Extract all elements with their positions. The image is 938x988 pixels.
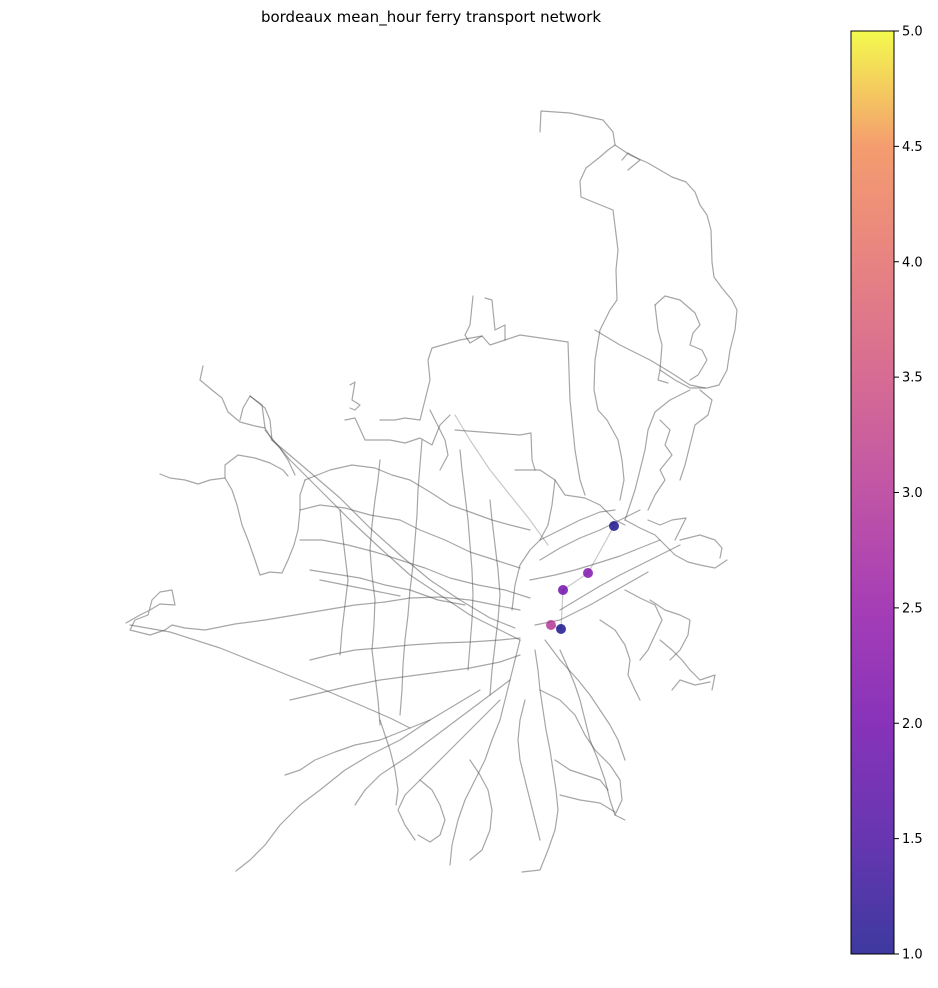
network-edge <box>671 679 711 691</box>
colorbar-tick-label: 3.5 <box>902 371 923 386</box>
network-edge <box>299 504 521 569</box>
network-edge <box>654 304 669 384</box>
network-edge <box>354 679 511 806</box>
network-edge <box>539 509 616 541</box>
network-edge <box>647 419 673 511</box>
network-edge <box>539 689 623 816</box>
network-edge <box>129 624 411 729</box>
network-edge <box>199 365 296 476</box>
ferry-stops <box>546 521 619 634</box>
network-edge <box>511 469 556 611</box>
colorbar-tick-label: 2.5 <box>902 601 923 616</box>
network-edge <box>624 389 691 521</box>
network-edge <box>309 569 466 606</box>
transport-network <box>125 110 738 873</box>
network-edge <box>339 509 349 656</box>
colorbar-tick-label: 1.0 <box>902 948 923 963</box>
network-edge <box>679 389 713 481</box>
network-edge <box>534 571 649 626</box>
ferry-stop-point <box>556 624 566 634</box>
network-edge <box>624 519 728 569</box>
network-edge <box>304 464 531 531</box>
network-edge <box>469 759 493 861</box>
colorbar-tick-label: 3.0 <box>902 486 923 501</box>
network-edge <box>624 589 663 661</box>
colorbar-tick-label: 4.0 <box>902 255 923 270</box>
ferry-stop-point <box>609 521 619 531</box>
network-edge <box>271 439 516 629</box>
network-edge <box>417 779 446 843</box>
network-edge <box>659 639 716 691</box>
network-edge <box>289 654 521 701</box>
network-edge <box>489 499 501 696</box>
network-edge <box>614 144 738 389</box>
colorbar-bar <box>850 30 895 955</box>
colorbar-tick-label: 4.5 <box>902 140 923 155</box>
network-edge <box>504 334 586 496</box>
colorbar-tick-label: 2.0 <box>902 717 923 732</box>
network-edge <box>621 152 641 171</box>
ferry-stop-point <box>583 568 593 578</box>
ferry-stop-point <box>558 585 568 595</box>
network-edge <box>554 759 609 791</box>
network-edge <box>125 589 521 636</box>
network-edge <box>249 395 273 441</box>
colorbar: 1.0 1.5 2.0 2.5 3.0 3.5 4.0 4.5 5.0 <box>850 25 923 963</box>
colorbar-tick-label: 1.5 <box>902 832 923 847</box>
network-edge <box>459 449 474 671</box>
network-edge <box>554 479 626 526</box>
network-edge <box>379 719 399 806</box>
network-edge <box>654 295 708 381</box>
network-edge <box>562 525 615 591</box>
network-edge <box>309 637 521 661</box>
ferry-stop-point <box>546 620 556 630</box>
network-edge <box>647 517 687 541</box>
network-edge <box>429 409 449 471</box>
network-edge <box>559 649 626 821</box>
network-edge <box>264 429 521 641</box>
network-edge <box>399 439 423 716</box>
network-edge <box>454 429 536 471</box>
network-edge <box>599 619 641 701</box>
network-edge <box>559 794 616 813</box>
network-edge <box>379 335 483 421</box>
network-edge <box>369 459 381 726</box>
network-edge <box>449 639 521 866</box>
network-edge <box>235 689 481 872</box>
network-edge <box>319 579 401 597</box>
network-edge <box>679 534 723 559</box>
network-edge <box>517 699 541 841</box>
network-edge <box>594 329 706 389</box>
network-edge <box>539 509 641 561</box>
network-edge <box>454 414 549 546</box>
chart-title: bordeaux mean_hour ferry transport netwo… <box>261 8 601 27</box>
network-edge <box>559 544 681 611</box>
network-edge <box>159 454 289 485</box>
network-edge <box>544 639 626 761</box>
network-edge <box>529 539 661 581</box>
network-edge <box>284 719 431 776</box>
colorbar-ticks: 1.0 1.5 2.0 2.5 3.0 3.5 4.0 4.5 5.0 <box>894 25 923 963</box>
network-edge <box>397 699 501 841</box>
network-edge <box>464 295 506 346</box>
network-edge <box>224 477 306 576</box>
network-edge <box>344 414 451 446</box>
network-edge <box>349 381 361 411</box>
network-edge <box>649 599 691 661</box>
colorbar-tick-label: 5.0 <box>902 25 923 40</box>
network-edge <box>539 110 625 501</box>
